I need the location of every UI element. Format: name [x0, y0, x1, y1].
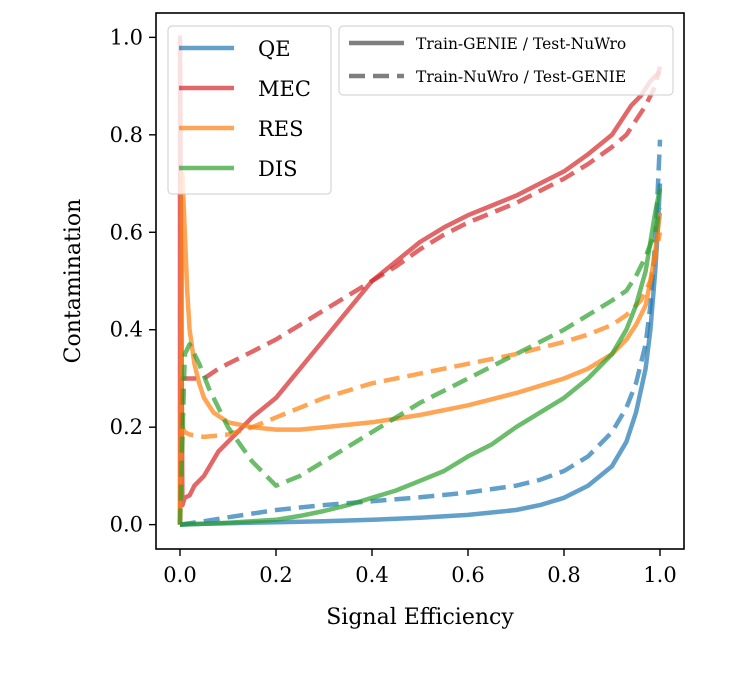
legend-line-styles: Train-GENIE / Test-NuWro Train-NuWro / Te… [338, 25, 674, 96]
axes-frame [155, 12, 685, 550]
y-tick-label: 0.4 [110, 318, 143, 342]
series-line-dis-solid [179, 187, 663, 527]
x-tick-label: 0.0 [163, 563, 196, 587]
series-group [177, 35, 663, 527]
x-tick-label: 0.4 [355, 563, 388, 587]
x-axis-ticks: 0.0 0.2 0.4 0.6 0.8 1.0 [163, 549, 677, 587]
legend-label-mec: MEC [258, 77, 311, 101]
series-line-qe-dashed [179, 139, 663, 527]
legend-style-label-solid: Train-GENIE / Test-NuWro [416, 35, 626, 53]
legend-interaction-types: QE MEC RES DIS [167, 25, 332, 195]
y-tick-label: 0.8 [110, 123, 143, 147]
y-tick-label: 0.2 [110, 415, 143, 439]
x-axis-label: Signal Efficiency [326, 605, 514, 630]
y-tick-label: 0.0 [110, 513, 143, 537]
x-tick-label: 1.0 [643, 563, 676, 587]
legend-label-qe: QE [258, 37, 291, 61]
legend-label-res: RES [258, 117, 304, 141]
series-line-mec-dashed [177, 66, 663, 525]
x-tick-label: 0.6 [451, 563, 484, 587]
legend-label-dis: DIS [258, 157, 298, 181]
x-tick-label: 0.8 [547, 563, 580, 587]
legend-line-styles-box [338, 25, 674, 96]
y-tick-label: 0.6 [110, 220, 143, 244]
series-line-mec-solid [177, 35, 662, 525]
series-line-res-dashed [177, 231, 663, 525]
series-line-qe-solid [179, 183, 663, 527]
y-tick-label: 1.0 [110, 25, 143, 49]
series-line-dis-dashed [177, 207, 663, 525]
y-axis-label: Contamination [61, 199, 86, 364]
legend-style-label-dashed: Train-NuWro / Test-GENIE [416, 68, 626, 86]
legend-interaction-types-box [167, 25, 332, 195]
series-line-res-solid [177, 171, 663, 525]
plot-area [177, 35, 663, 527]
y-axis-ticks: 0.0 0.2 0.4 0.6 0.8 1.0 [110, 25, 156, 537]
x-tick-label: 0.2 [259, 563, 292, 587]
